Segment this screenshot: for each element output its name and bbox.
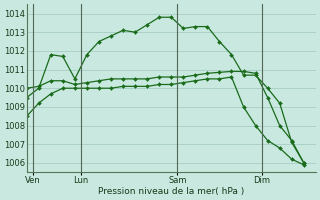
X-axis label: Pression niveau de la mer( hPa ): Pression niveau de la mer( hPa ) bbox=[98, 187, 244, 196]
